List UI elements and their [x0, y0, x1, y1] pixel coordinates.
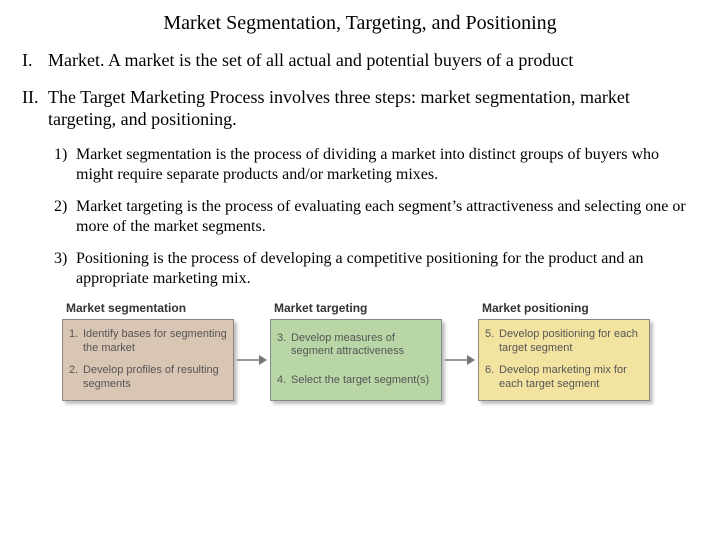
step-number: 6.: [485, 364, 499, 390]
step-text: Select the target segment(s): [291, 374, 435, 387]
outline-text: The Target Marketing Process involves th…: [48, 86, 698, 131]
outline-item-1: I. Market. A market is the set of all ac…: [22, 49, 698, 72]
diagram-step: 1. Identify bases for segmenting the mar…: [69, 328, 227, 354]
outline-number: I.: [22, 49, 48, 72]
page-title: Market Segmentation, Targeting, and Posi…: [22, 12, 698, 35]
outline-subitem-3: 3) Positioning is the process of develop…: [54, 249, 698, 289]
step-number: 3.: [277, 332, 291, 358]
outline-text: Market segmentation is the process of di…: [76, 145, 698, 185]
step-text: Develop profiles of resulting segments: [83, 364, 227, 390]
outline-item-2: II. The Target Marketing Process involve…: [22, 86, 698, 131]
diagram-header-targeting: Market targeting: [270, 301, 442, 315]
diagram-box-positioning: 5. Develop positioning for each target s…: [478, 319, 650, 401]
diagram-header-segmentation: Market segmentation: [62, 301, 234, 315]
outline-text: Market. A market is the set of all actua…: [48, 49, 698, 72]
step-number: 1.: [69, 328, 83, 354]
outline-text: Positioning is the process of developing…: [76, 249, 698, 289]
outline-text: Market targeting is the process of evalu…: [76, 197, 698, 237]
diagram-step: 2. Develop profiles of resulting segment…: [69, 364, 227, 390]
step-text: Develop measures of segment attractivene…: [291, 332, 435, 358]
step-text: Identify bases for segmenting the market: [83, 328, 227, 354]
diagram-box-segmentation: 1. Identify bases for segmenting the mar…: [62, 319, 234, 401]
step-number: 4.: [277, 374, 291, 387]
diagram-box-targeting: 3. Develop measures of segment attractiv…: [270, 319, 442, 401]
process-diagram: Market segmentation Market targeting Mar…: [62, 301, 682, 401]
diagram-step: 5. Develop positioning for each target s…: [485, 328, 643, 354]
outline-number: 2): [54, 197, 76, 237]
diagram-step: 6. Develop marketing mix for each target…: [485, 364, 643, 390]
diagram-header-positioning: Market positioning: [478, 301, 650, 315]
outline-number: 3): [54, 249, 76, 289]
outline-subitem-1: 1) Market segmentation is the process of…: [54, 145, 698, 185]
outline-subitem-2: 2) Market targeting is the process of ev…: [54, 197, 698, 237]
step-number: 2.: [69, 364, 83, 390]
outline-number: II.: [22, 86, 48, 131]
step-text: Develop marketing mix for each target se…: [499, 364, 643, 390]
step-number: 5.: [485, 328, 499, 354]
diagram-step: 3. Develop measures of segment attractiv…: [277, 332, 435, 358]
step-text: Develop positioning for each target segm…: [499, 328, 643, 354]
diagram-step: 4. Select the target segment(s): [277, 374, 435, 387]
outline-number: 1): [54, 145, 76, 185]
arrow-icon: [442, 319, 478, 401]
arrow-icon: [234, 319, 270, 401]
